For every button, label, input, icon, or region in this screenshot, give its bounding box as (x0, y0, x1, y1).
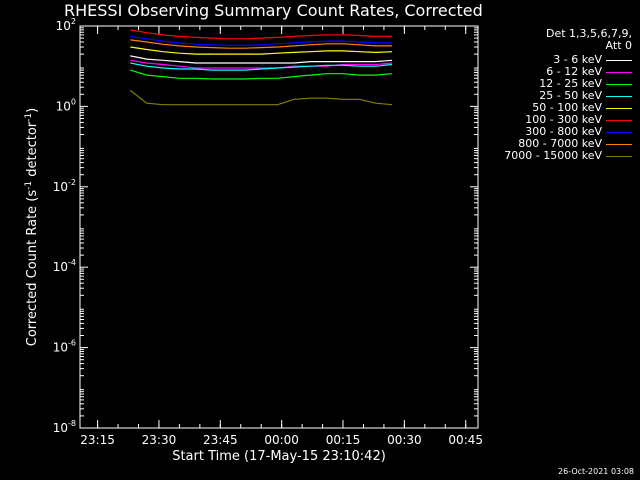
x-tick-label: 23:45 (203, 433, 238, 447)
detector-info-line-2: Att 0 (605, 39, 632, 52)
legend-label: 12 - 25 keV (539, 77, 602, 90)
y-tick-label: 10-6 (53, 339, 76, 355)
legend-item: 3 - 6 keV (504, 54, 632, 66)
series-line-12-25-kev (130, 69, 393, 80)
legend-swatch (606, 107, 632, 109)
legend-label: 25 - 50 keV (539, 89, 602, 102)
series-line-7000-15000-kev (129, 89, 393, 106)
legend-label: 50 - 100 keV (532, 101, 602, 114)
legend-label: 7000 - 15000 keV (504, 149, 602, 162)
legend-item: 6 - 12 keV (504, 66, 632, 78)
y-tick-label: 100 (56, 97, 76, 113)
series-line-800-7000-kev (130, 39, 393, 49)
x-tick-label: 23:15 (80, 433, 115, 447)
detector-info: Det 1,3,5,6,7,9, Att 0 (546, 28, 632, 52)
legend-item: 300 - 800 keV (504, 126, 632, 138)
series-line-6-12-kev (130, 59, 393, 69)
legend-label: 300 - 800 keV (525, 125, 602, 138)
series-line-100-300-kev (130, 29, 393, 40)
series-line-3-6-kev (130, 55, 393, 64)
detector-info-line-1: Det 1,3,5,6,7,9, (545, 27, 632, 40)
legend-swatch (606, 59, 632, 61)
series-line-50-100-kev (130, 46, 393, 55)
x-axis-label: Start Time (17-May-15 23:10:42) (172, 449, 386, 464)
y-tick-label: 10-2 (53, 178, 76, 194)
legend-label: 100 - 300 keV (525, 113, 602, 126)
y-axis-label: Corrected Count Rate (s-1 detector-1) (24, 108, 40, 346)
x-tick-label: 00:15 (326, 433, 361, 447)
legend-item: 7000 - 15000 keV (504, 150, 632, 162)
x-tick-label: 00:30 (387, 433, 422, 447)
legend-swatch (606, 95, 632, 97)
legend-item: 12 - 25 keV (504, 78, 632, 90)
legend-item: 800 - 7000 keV (504, 138, 632, 150)
legend-label: 800 - 7000 keV (518, 137, 602, 150)
legend-swatch (606, 131, 632, 133)
chart-legend: 3 - 6 keV 6 - 12 keV 12 - 25 keV 25 - 50 ke… (504, 54, 632, 162)
legend-swatch (606, 143, 632, 145)
series-line-25-50-kev (130, 62, 393, 71)
x-tick-label: 00:45 (448, 433, 483, 447)
legend-swatch (606, 155, 632, 157)
y-tick-label: 10-4 (53, 258, 76, 274)
x-tick-label: 23:30 (142, 433, 177, 447)
legend-item: 100 - 300 keV (504, 114, 632, 126)
legend-item: 25 - 50 keV (504, 90, 632, 102)
legend-swatch (606, 83, 632, 85)
series-line-300-800-kev (130, 35, 393, 47)
legend-label: 6 - 12 keV (546, 65, 602, 78)
legend-swatch (606, 71, 632, 73)
generated-timestamp: 26-Oct-2021 03:08 (558, 467, 634, 476)
legend-item: 50 - 100 keV (504, 102, 632, 114)
legend-label: 3 - 6 keV (553, 53, 602, 66)
plot-frame (79, 25, 479, 429)
x-tick-label: 00:00 (264, 433, 299, 447)
chart-title: RHESSI Observing Summary Count Rates, Co… (64, 1, 483, 20)
y-tick-label: 10-8 (53, 419, 76, 435)
legend-swatch (606, 119, 632, 121)
